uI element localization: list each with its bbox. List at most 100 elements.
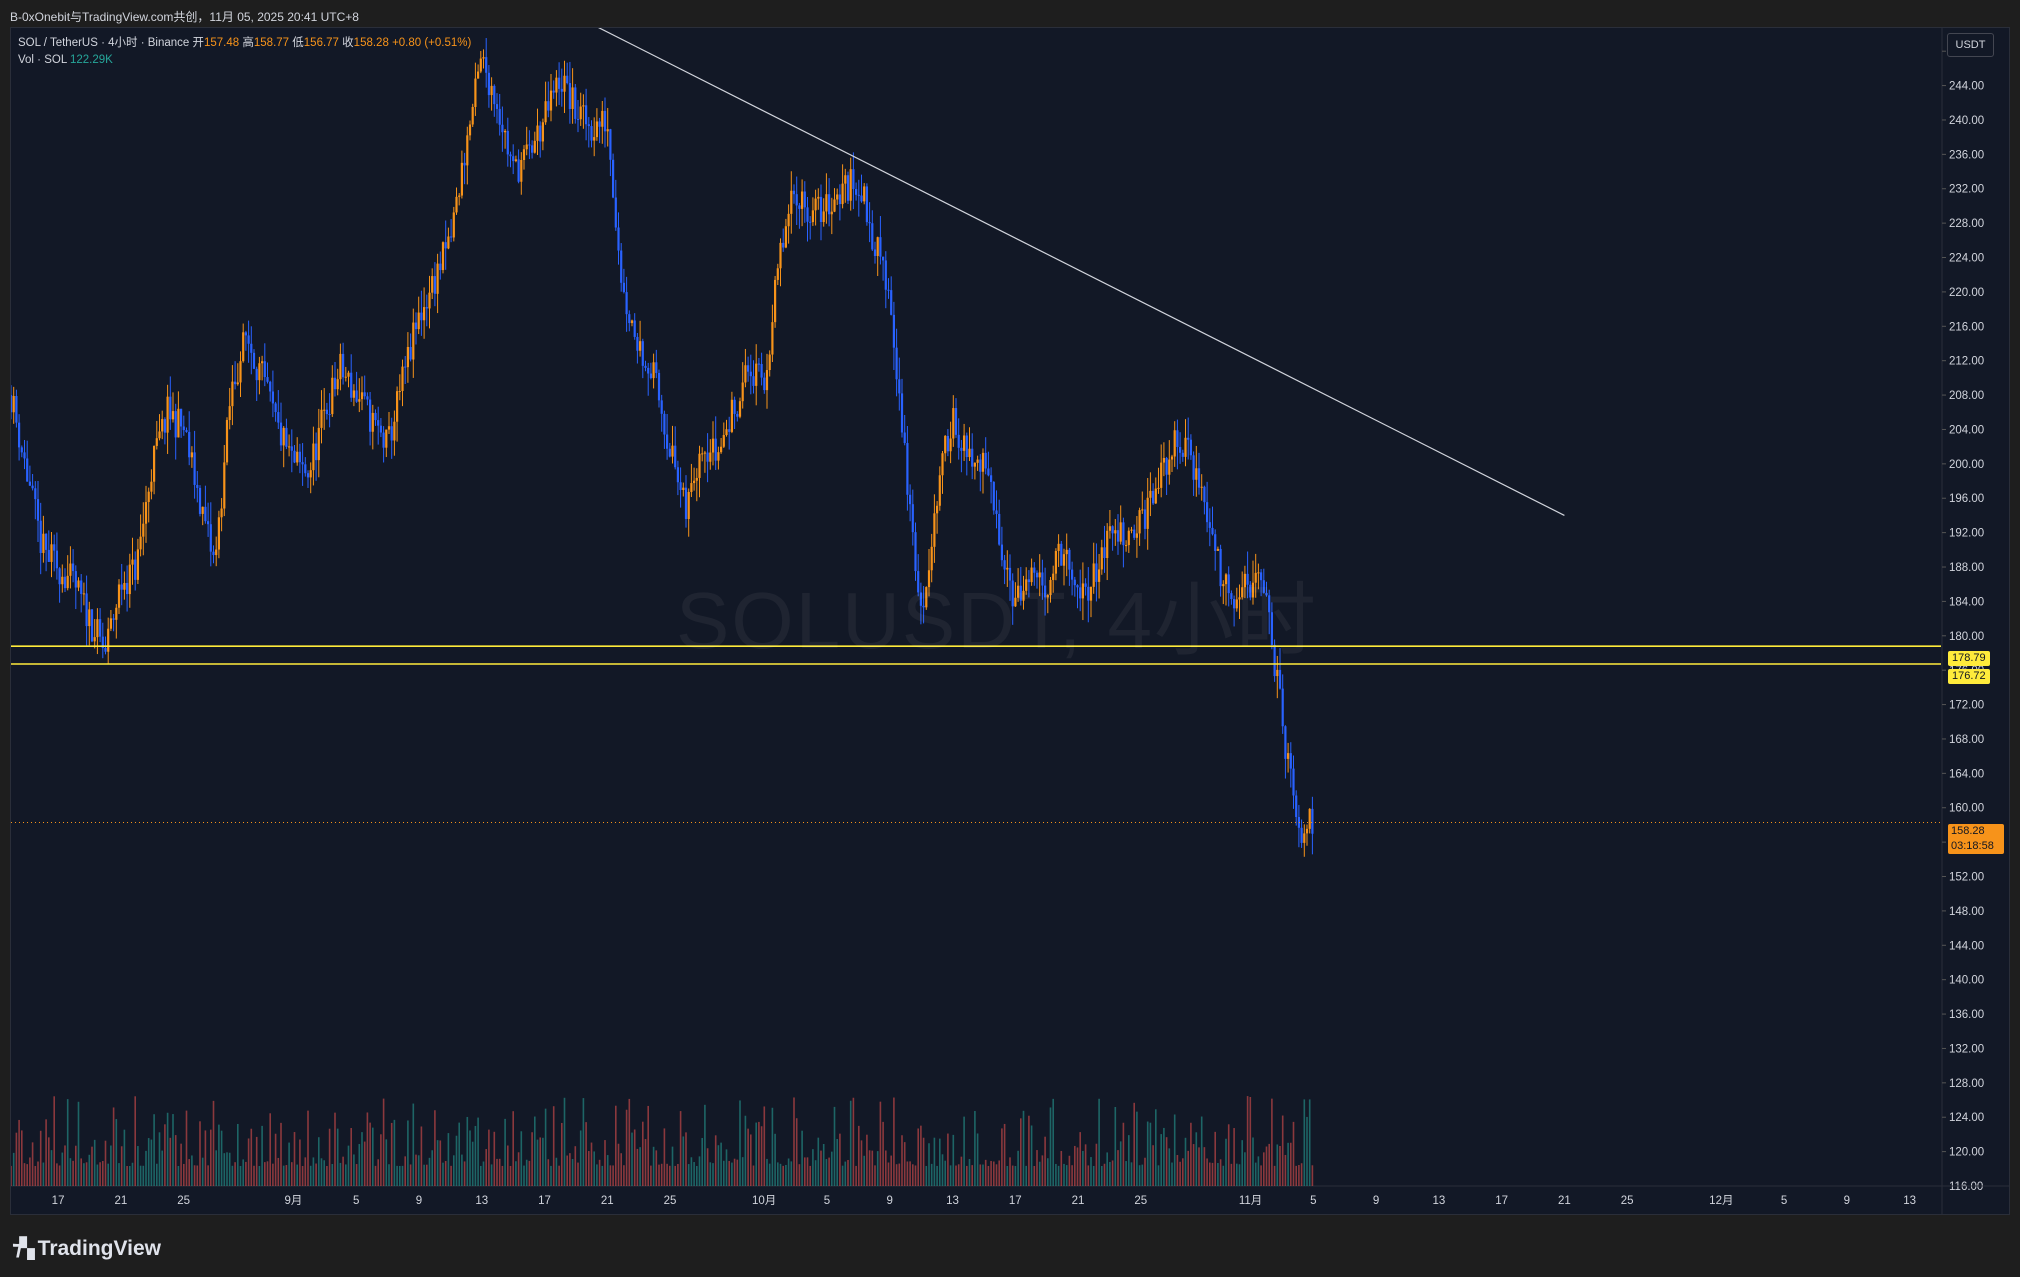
candle-body [223,462,226,509]
volume-bar [255,1136,258,1186]
volume-bar [1152,1145,1154,1186]
candle-body [471,107,474,125]
volume-bar [1236,1163,1238,1186]
candle-body [355,390,358,402]
volume-bar [218,1124,220,1186]
price-tick-label: 236.00 [1949,149,1984,161]
volume-bar [785,1164,787,1186]
candle-body [876,237,879,256]
candle-body [174,411,177,438]
volume-bar [34,1165,37,1186]
volume-bar [412,1103,415,1186]
volume-bar [609,1165,612,1186]
volume-bar [1222,1165,1225,1186]
candle-body [198,487,202,514]
candle-body [1008,567,1012,581]
candle-body [911,504,914,533]
volume-bar [917,1128,919,1186]
volume-bar [531,1132,533,1186]
price-tick-label: 148.00 [1949,906,1984,918]
price-tick-label: 152.00 [1949,872,1984,884]
volume-bar [1136,1111,1138,1186]
candle-body [660,400,663,414]
volume-bar [137,1146,139,1186]
candle-body [404,366,407,368]
volume-bar [1106,1152,1108,1186]
volume-bar [315,1163,317,1186]
volume-bar [536,1139,539,1186]
volume-bar [847,1159,849,1186]
volume-bar [952,1134,955,1186]
candle-body [1189,439,1192,456]
volume-bar [161,1150,163,1186]
candle-body [722,435,725,447]
candle-body [652,362,655,379]
price-tick-label: 224.00 [1949,253,1984,265]
volume-bar [447,1133,450,1186]
volume-bar [482,1161,485,1186]
volume-bar [220,1130,223,1186]
volume-bar [936,1165,938,1186]
candle-body [1200,486,1203,488]
price-chart[interactable]: 248.00244.00240.00236.00232.00228.00224.… [11,28,2009,1214]
candle-body [450,236,453,238]
volume-bar [687,1164,690,1186]
candle-body [512,156,515,162]
candle-body [522,149,526,161]
candle-body [1006,567,1009,570]
candle-body [1219,548,1222,587]
volume-bar [342,1156,344,1186]
candle-body [1224,574,1228,585]
candle-body [401,366,404,392]
volume-bar [1171,1162,1173,1186]
volume-bar [242,1159,244,1186]
tradingview-logo[interactable]: ⁊▚ TradingView [12,1236,161,1261]
candle-body [941,453,944,476]
volume-bar [669,1165,671,1186]
volume-label[interactable]: Vol · SOL [18,54,67,66]
candle-body [1127,530,1130,546]
volume-bar [903,1142,906,1186]
currency-selector[interactable]: USDT [1947,33,1994,57]
volume-bar [828,1157,830,1186]
candle-body [593,137,596,141]
candle-body [385,429,388,448]
candle-body [657,372,661,401]
candle-body [938,475,941,506]
candle-body [1303,833,1306,843]
volume-bar [698,1156,701,1186]
candle-body [622,282,625,293]
symbol-title[interactable]: SOL / TetherUS · 4小时 · Binance [18,37,190,49]
volume-bar [153,1114,155,1186]
volume-bar [377,1159,379,1186]
volume-bar [1292,1121,1295,1186]
candle-body [868,222,871,224]
candle-body [1084,583,1087,587]
candle-body [474,78,477,108]
candle-body [1079,587,1082,599]
candle-body [498,108,501,125]
candle-body [844,175,847,184]
volume-bar [747,1128,749,1186]
candle-body [77,580,80,588]
candle-body [814,198,817,211]
volume-bar [1273,1165,1276,1186]
volume-bar [172,1114,174,1186]
candle-body [99,619,102,637]
volume-bar [507,1145,509,1186]
volume-bar [498,1158,501,1186]
volume-bar [625,1109,628,1186]
volume-bar [690,1157,693,1186]
candle-body [220,508,223,518]
candle-body [690,483,693,492]
candle-body [1114,530,1117,534]
volume-bar [231,1165,234,1186]
volume-bar [966,1165,968,1186]
chart-pane[interactable]: 248.00244.00240.00236.00232.00228.00224.… [10,27,2010,1215]
candle-body [169,396,172,420]
time-tick-label: 21 [601,1195,614,1207]
tradingview-mark-icon: ⁊▚ [12,1238,35,1260]
candle-body [1168,459,1171,475]
volume-bar [650,1165,652,1186]
candle-body [382,432,385,448]
